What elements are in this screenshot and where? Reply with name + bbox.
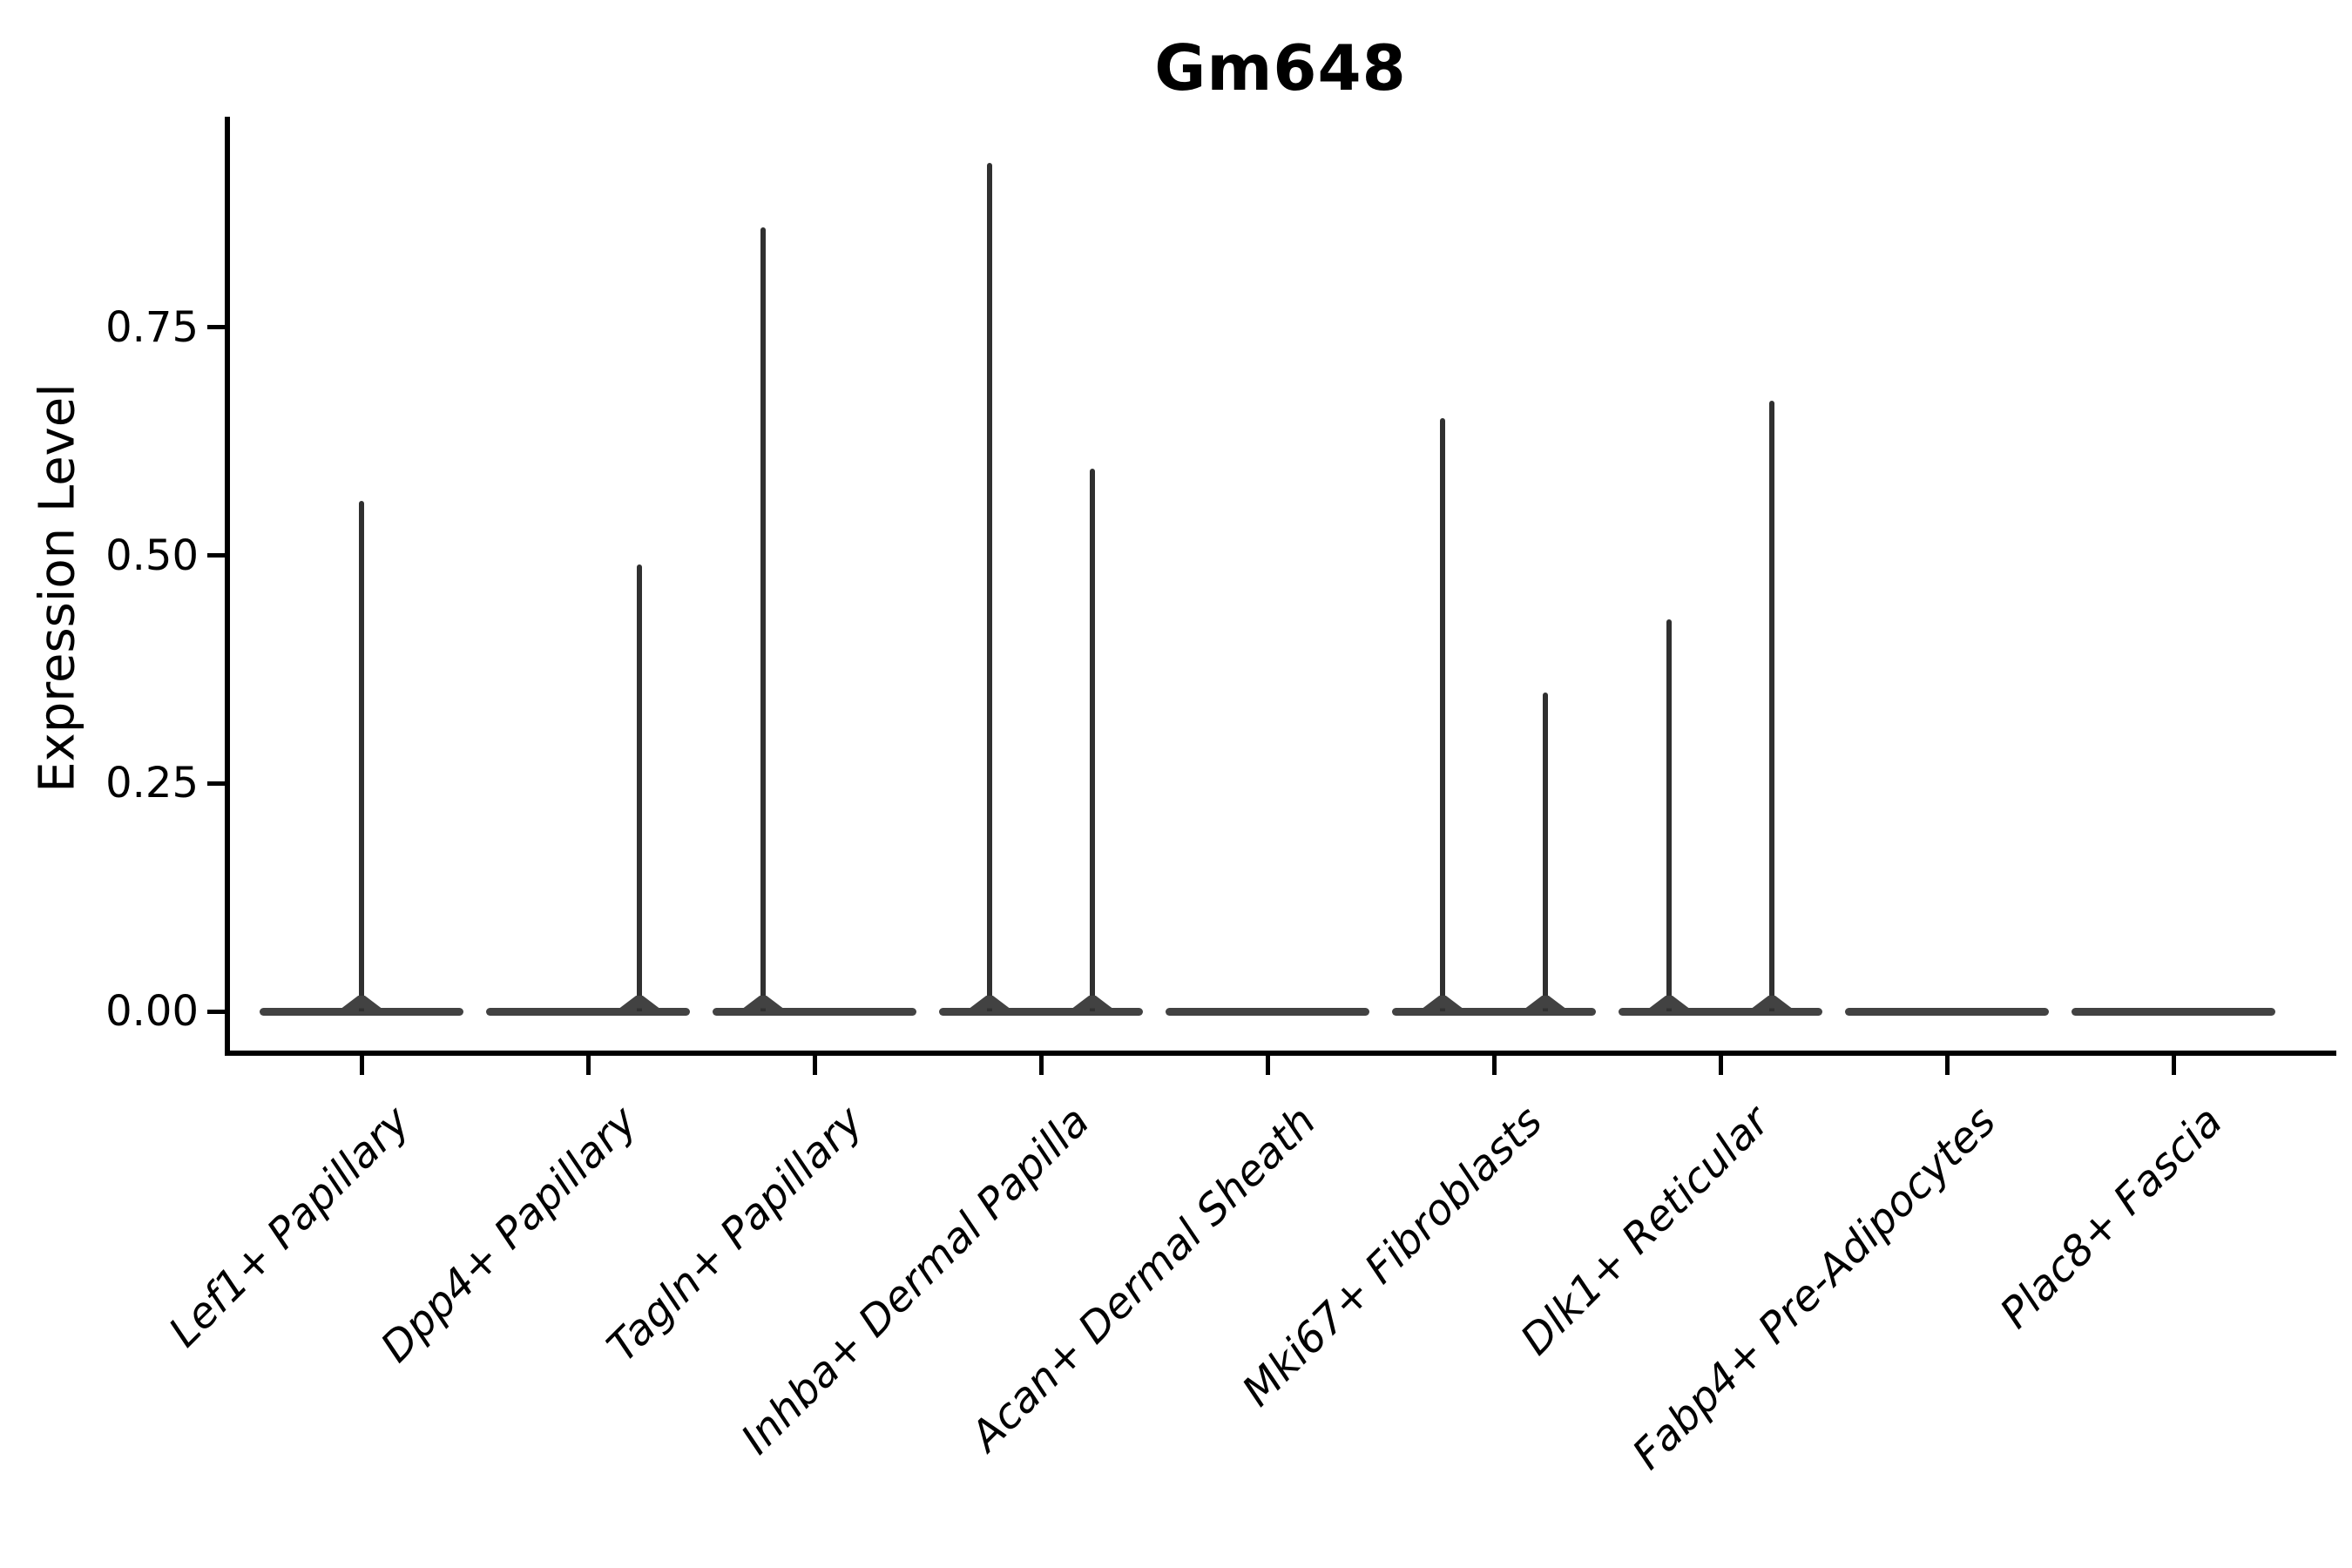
violin-spike-base-flare: [970, 995, 1010, 1009]
violin-spike: [1543, 692, 1548, 1011]
x-tick-mark: [1718, 1056, 1723, 1075]
violin-body: [1845, 1007, 2049, 1016]
violin-spike-base-flare: [341, 995, 382, 1009]
x-tick-mark: [359, 1056, 364, 1075]
x-tick-label: Dlk1+ Reticular: [1511, 1097, 1779, 1365]
violin-body: [1166, 1007, 1369, 1016]
y-tick-mark: [207, 553, 225, 558]
violin-body: [713, 1007, 916, 1016]
violin-spike: [1666, 618, 1672, 1011]
violin-spike: [1440, 418, 1445, 1011]
x-tick-label: Fabp4+ Pre-Adipocytes: [1623, 1097, 2005, 1479]
x-tick-mark: [1038, 1056, 1044, 1075]
violin-body: [2072, 1007, 2275, 1016]
violin-body: [939, 1007, 1143, 1016]
y-axis-spine: [225, 117, 230, 1056]
chart-title: Gm648: [1154, 31, 1407, 105]
y-tick-label: 0.25: [105, 759, 199, 808]
x-axis-spine: [225, 1051, 2336, 1056]
violin-spike: [1769, 400, 1774, 1011]
y-tick-mark: [207, 781, 225, 786]
x-tick-mark: [1491, 1056, 1497, 1075]
violin-body: [486, 1007, 690, 1016]
violin-body: [1392, 1007, 1596, 1016]
violin-spike: [637, 564, 642, 1011]
x-tick-mark: [1265, 1056, 1270, 1075]
violin-spike-base-flare: [1423, 995, 1463, 1009]
y-tick-label: 0.00: [105, 987, 199, 1036]
violin-spike: [1090, 469, 1095, 1011]
violin-spike: [359, 500, 364, 1011]
violin-body: [1619, 1007, 1822, 1016]
x-tick-mark: [585, 1056, 591, 1075]
violin-spike: [760, 226, 766, 1011]
x-tick-label: Dpp4+ Papillary: [371, 1097, 646, 1372]
x-tick-mark: [812, 1056, 817, 1075]
y-tick-mark: [207, 325, 225, 330]
violin-spike: [987, 163, 992, 1011]
x-tick-label: Tagln+ Papillary: [598, 1097, 873, 1372]
x-tick-label: Lef1+ Papillary: [159, 1097, 420, 1357]
y-axis-label: Expression Level: [29, 383, 86, 793]
y-tick-label: 0.50: [105, 531, 199, 580]
violin-spike-base-flare: [1649, 995, 1689, 1009]
x-tick-label: Plac8+ Fascia: [1990, 1097, 2232, 1338]
violin-spike-base-flare: [743, 995, 783, 1009]
x-tick-mark: [1944, 1056, 1950, 1075]
violin-body: [260, 1007, 463, 1016]
y-tick-label: 0.75: [105, 302, 199, 352]
violin-spike-base-flare: [1072, 995, 1112, 1009]
violin-spike-base-flare: [619, 995, 659, 1009]
y-tick-mark: [207, 1009, 225, 1014]
violin-spike-base-flare: [1752, 995, 1792, 1009]
x-tick-mark: [2171, 1056, 2176, 1075]
violin-spike-base-flare: [1525, 995, 1565, 1009]
